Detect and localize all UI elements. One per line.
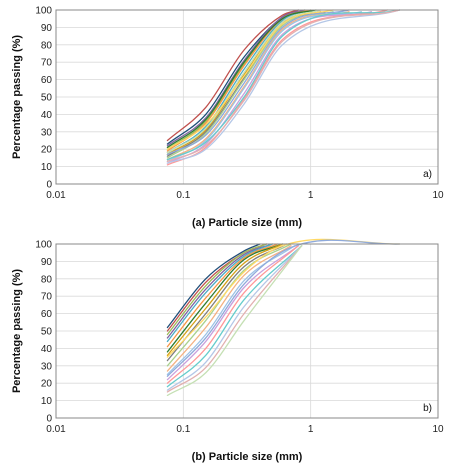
y-tick-label: 90 xyxy=(41,23,53,34)
y-tick-label: 50 xyxy=(41,93,53,104)
y-tick-label: 60 xyxy=(41,309,53,320)
plot-border xyxy=(55,243,439,419)
y-tick-label: 100 xyxy=(35,6,52,17)
series-line-1 xyxy=(166,243,261,329)
series-line-4 xyxy=(166,9,306,147)
series-line-18 xyxy=(166,9,322,154)
chart-panel-b: 0 10 20 30 40 50 60 70 80 90 100 0.01 0.1 1 10 Percenta… xyxy=(11,238,444,463)
series-line-2 xyxy=(166,9,299,142)
y-tick-label: 20 xyxy=(41,145,53,156)
x-tick-label: 10 xyxy=(432,424,444,435)
y-tick-label: 0 xyxy=(46,414,52,425)
x-tick-label: 10 xyxy=(432,190,444,201)
series-line-8 xyxy=(166,243,284,357)
plot-border xyxy=(55,9,439,185)
series-line-5 xyxy=(166,9,312,154)
series-line-19 xyxy=(166,9,334,150)
y-tick-label: 30 xyxy=(41,361,53,372)
series-line-20 xyxy=(166,239,401,377)
series-line-16 xyxy=(166,9,401,164)
series-line-15 xyxy=(166,9,401,161)
series-line-20 xyxy=(166,9,350,156)
y-tick-label: 0 xyxy=(46,180,52,191)
y-axis-title: Percentage passing (%) xyxy=(11,269,23,393)
panel-label: a) xyxy=(423,169,432,180)
y-tick-label: 50 xyxy=(41,327,53,338)
x-tick-label: 1 xyxy=(308,424,314,435)
series-line-11 xyxy=(166,245,292,372)
x-tick-label: 0.01 xyxy=(46,424,66,435)
y-tick-label: 80 xyxy=(41,274,53,285)
x-axis-title: (b) Particle size (mm) xyxy=(192,451,303,463)
series-line-14 xyxy=(166,245,299,384)
y-tick-label: 10 xyxy=(41,162,53,173)
y-tick-label: 60 xyxy=(41,75,53,86)
y-tick-label: 90 xyxy=(41,257,53,268)
series-line-5 xyxy=(166,243,273,343)
series-line-16 xyxy=(166,245,303,391)
series-line-13 xyxy=(166,245,299,381)
series-line-15 xyxy=(166,245,303,388)
y-tick-label: 40 xyxy=(41,344,53,355)
panel-label: b) xyxy=(423,403,432,414)
series-line-11 xyxy=(166,11,350,161)
series-line-17 xyxy=(166,9,401,163)
y-tick-label: 80 xyxy=(41,40,53,51)
series-line-7 xyxy=(166,9,317,149)
y-tick-label: 70 xyxy=(41,292,53,303)
y-axis-title: Percentage passing (%) xyxy=(11,35,23,159)
series-line-17 xyxy=(166,245,303,393)
series-line-7 xyxy=(166,243,284,353)
series-line-4 xyxy=(166,243,273,339)
y-tick-label: 70 xyxy=(41,58,53,69)
series-line-18 xyxy=(166,245,303,397)
chart-panel-a: 0 10 20 30 40 50 60 70 80 90 100 0.01 0.1 1 10 Percenta… xyxy=(11,6,444,230)
series-line-6 xyxy=(166,243,279,348)
series-line-3 xyxy=(166,243,268,336)
series-line-13 xyxy=(166,11,373,164)
y-tick-label: 100 xyxy=(35,240,52,251)
series-line-14 xyxy=(166,9,388,166)
x-tick-label: 0.1 xyxy=(176,190,190,201)
y-tick-label: 20 xyxy=(41,379,53,390)
y-tick-label: 40 xyxy=(41,110,53,121)
y-tick-label: 30 xyxy=(41,127,53,138)
x-tick-label: 0.01 xyxy=(46,190,66,201)
y-tick-label: 10 xyxy=(41,396,53,407)
x-axis-title: (a) Particle size (mm) xyxy=(192,217,302,229)
x-tick-label: 0.1 xyxy=(176,424,190,435)
x-tick-label: 1 xyxy=(308,190,314,201)
